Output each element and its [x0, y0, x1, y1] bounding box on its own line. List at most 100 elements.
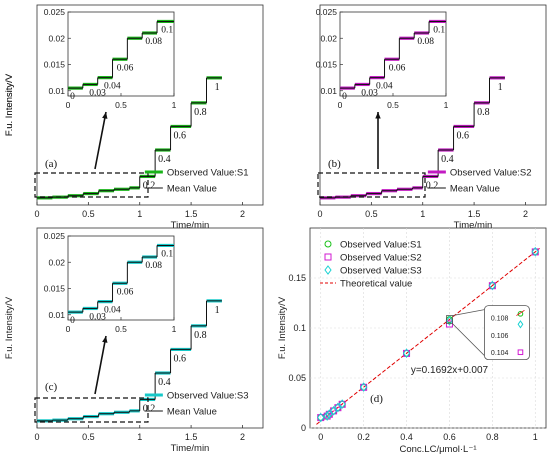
y-axis-label: F.u. Intensity/V	[4, 73, 15, 136]
x-tick-label: 1	[137, 432, 142, 442]
inset-concentration-label: 0.08	[417, 37, 434, 47]
inset-x-tick-label: 0.5	[115, 100, 127, 110]
y-tick-label: 0.05	[288, 373, 306, 383]
inset-frame	[67, 235, 175, 321]
fit-equation: y=0.1692x+0.007	[411, 365, 489, 376]
zoom-target-box	[446, 315, 453, 325]
zoom-y-tick-label: 0.106	[491, 333, 509, 340]
inset-y-tick-label: 0.01	[48, 86, 65, 96]
panel-label: (a)	[45, 158, 58, 170]
zoom-y-tick-label: 0.108	[491, 315, 509, 322]
y-axis-label: F.u. Intensity/V	[277, 296, 288, 359]
legend-marker-square	[324, 253, 332, 261]
concentration-label: 0.8	[477, 107, 490, 118]
inset-y-tick-label: 0.02	[320, 33, 337, 43]
inset-concentration-label: 0	[342, 92, 347, 102]
zoom-region-box	[34, 172, 149, 198]
inset-frame	[67, 11, 175, 97]
inset-y-tick-label: 0.025	[44, 7, 66, 17]
legend-label: Observed Value:S2	[340, 253, 422, 264]
x-tick-label: 1.5	[185, 209, 198, 219]
concentration-label: 0.6	[457, 130, 470, 141]
zoom-data-point-circle	[517, 311, 524, 317]
inset-concentration-label: 0.06	[117, 287, 134, 297]
inset-y-tick-label: 0.01	[48, 310, 65, 320]
x-tick-label: 1	[137, 209, 142, 219]
concentration-label: 0.4	[158, 154, 171, 165]
zoom-arrow-line	[94, 335, 107, 395]
concentration-label: 1	[215, 82, 220, 93]
y-axis-label: F.u. Intensity/V	[4, 296, 15, 359]
concentration-label: 0.4	[158, 377, 171, 388]
zoom-arrow-line	[94, 111, 107, 170]
concentration-label: 0.2	[143, 180, 156, 191]
concentration-label: 0.6	[174, 353, 187, 364]
x-tick-label: 0.8	[486, 432, 499, 442]
legend-mean-label: Mean Value	[167, 407, 217, 418]
x-tick-label: 0.5	[82, 432, 95, 442]
data-point-diamond	[338, 399, 346, 409]
x-tick-label: 2	[240, 432, 245, 442]
fit-line	[316, 248, 540, 425]
legend-observed-label: Observed Value:S2	[450, 168, 532, 179]
data-point-diamond	[325, 409, 333, 419]
inset-concentration-label: 0	[70, 316, 75, 326]
panel-label: (b)	[328, 158, 341, 170]
inset-concentration-label: 0	[70, 92, 75, 102]
zoom-region-box	[34, 397, 149, 423]
data-point-diamond	[323, 411, 331, 421]
concentration-label: 1	[498, 82, 503, 93]
data-point-diamond	[334, 402, 342, 413]
inset-y-tick-label: 0.02	[48, 257, 65, 267]
inset-concentration-label: 0.1	[433, 25, 445, 35]
inset-concentration-label: 0.08	[145, 37, 162, 47]
legend-label: Observed Value:S3	[340, 266, 422, 277]
inset-concentration-label: 0.03	[361, 88, 378, 98]
x-tick-label: 0	[317, 209, 322, 219]
zoom-inset-frame	[484, 305, 530, 361]
inset-y-tick-label: 0.015	[316, 60, 338, 70]
x-tick-label: 0.5	[82, 209, 95, 219]
concentration-label: 0.6	[174, 130, 187, 141]
legend-mean-label: Mean Value	[167, 184, 217, 195]
inset-frame	[339, 11, 447, 97]
inset-x-tick-label: 0	[66, 324, 71, 334]
data-point-diamond	[317, 412, 325, 423]
inset-x-tick-label: 1	[172, 100, 177, 110]
legend-mean-label: Mean Value	[450, 184, 500, 195]
legend-label: Observed Value:S1	[340, 240, 422, 251]
concentration-label: 0.2	[143, 403, 156, 414]
inset-y-tick-label: 0.015	[44, 284, 66, 294]
inset-concentration-label: 0.06	[389, 63, 406, 73]
panel-label: (c)	[45, 381, 58, 393]
panel-a: 0 0.5 1 1.5 2 Time/min F.u. Intensity/V 0.2 0.4 0…	[4, 4, 264, 231]
data-point-diamond	[531, 246, 539, 257]
inset-x-tick-label: 0	[66, 100, 71, 110]
inset-y-tick-label: 0.01	[320, 86, 337, 96]
inset-x-tick-label: 0.5	[387, 100, 399, 110]
x-tick-label: 0.4	[400, 432, 413, 442]
inset-concentration-label: 0.1	[161, 25, 173, 35]
x-tick-label: 1.5	[185, 432, 198, 442]
zoom-region-box	[317, 172, 426, 198]
zoom-connector	[452, 309, 485, 316]
data-point-diamond	[445, 315, 454, 326]
inset-concentration-label: 0.03	[89, 312, 106, 322]
x-tick-label: 1.5	[468, 209, 481, 219]
inset-concentration-label: 0.03	[89, 88, 106, 98]
data-point-diamond	[402, 348, 411, 359]
inset-concentration-label: 0.04	[104, 82, 121, 92]
x-tick-label: 1	[420, 209, 425, 219]
inset-y-tick-label: 0.015	[44, 60, 66, 70]
x-axis-label: Time/min	[171, 443, 210, 454]
concentration-label: 0.2	[426, 180, 439, 191]
panel-d: 0 0.2 0.4 0.6 0.8 1 0 0.05 0.1 0.15 Conc.LC/μmol·L…	[277, 227, 547, 455]
x-tick-label: 0	[34, 432, 39, 442]
x-tick-label: 1	[533, 432, 538, 442]
inset-x-tick-label: 0	[338, 100, 343, 110]
x-tick-label: 0	[318, 432, 323, 442]
x-tick-label: 2	[523, 209, 528, 219]
x-tick-label: 2	[240, 209, 245, 219]
inset-x-tick-label: 0.5	[115, 324, 127, 334]
